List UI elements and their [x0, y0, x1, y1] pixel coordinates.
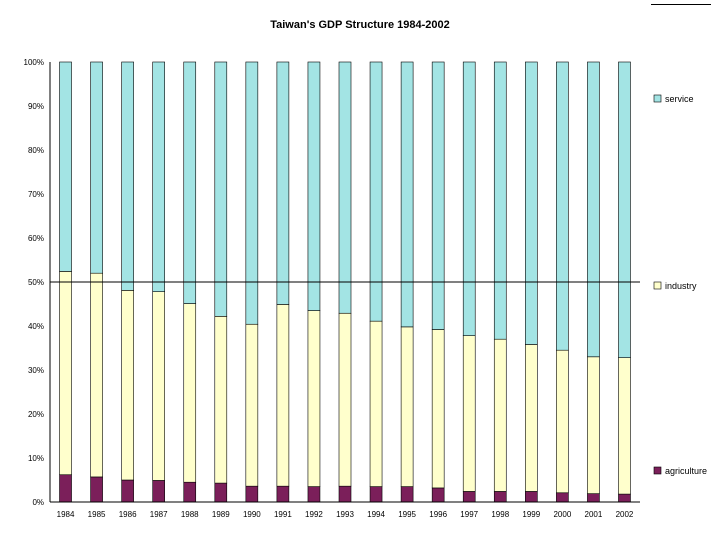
bar-industry-1984	[59, 271, 72, 476]
x-tick-label: 1993	[336, 510, 354, 519]
x-tick-label: 1998	[491, 510, 509, 519]
bar-agriculture-1994	[369, 486, 383, 503]
y-tick-label: 70%	[28, 190, 44, 199]
bar-agriculture-1993	[338, 485, 352, 503]
legend-label-agriculture: agriculture	[665, 466, 707, 476]
bar-industry-2001	[587, 356, 600, 494]
x-tick-label: 1996	[429, 510, 447, 519]
x-tick-label: 1986	[119, 510, 137, 519]
bar-service-1988	[183, 61, 197, 304]
bar-industry-1999	[525, 344, 538, 492]
legend-swatch-service	[653, 94, 662, 103]
bar-industry-2002	[618, 357, 631, 495]
bar-industry-1985	[90, 272, 103, 478]
bar-agriculture-1985	[90, 476, 103, 503]
legend: agriculture industry service	[653, 94, 707, 476]
bar-industry-1994	[369, 320, 383, 487]
bar-industry-1995	[400, 326, 414, 487]
bar-agriculture-2000	[556, 492, 569, 503]
bar-industry-1989	[214, 316, 228, 484]
bar-agriculture-1987	[152, 480, 165, 503]
chart-title: Taiwan's GDP Structure 1984-2002	[270, 19, 450, 31]
bar-industry-1993	[338, 312, 352, 487]
top-rule-line	[651, 4, 711, 5]
bar-service-1997	[462, 61, 476, 336]
bar-agriculture-1999	[525, 491, 538, 503]
bar-service-2002	[618, 61, 631, 358]
bar-service-1986	[121, 61, 134, 291]
bar-service-1991	[276, 61, 290, 305]
bar-agriculture-1995	[400, 486, 414, 503]
x-tick-label: 2000	[553, 510, 571, 519]
x-tick-label: 1997	[460, 510, 478, 519]
y-tick-label: 20%	[28, 410, 44, 419]
bar-agriculture-1997	[462, 491, 476, 503]
bar-industry-1992	[307, 310, 321, 487]
bar-service-1990	[245, 61, 259, 325]
bar-industry-1996	[431, 329, 445, 489]
bar-agriculture-1984	[59, 474, 72, 503]
bar-service-1993	[338, 61, 352, 314]
bar-agriculture-1992	[307, 486, 321, 503]
bar-industry-1988	[183, 303, 197, 483]
bar-service-1987	[152, 61, 165, 292]
bar-agriculture-1996	[431, 487, 445, 503]
bar-industry-1987	[152, 291, 165, 481]
x-tick-label: 1991	[274, 510, 292, 519]
x-tick-label: 1987	[150, 510, 168, 519]
bar-agriculture-1988	[183, 481, 197, 503]
bar-service-1994	[369, 61, 383, 322]
bar-service-1992	[307, 61, 321, 311]
x-tick-label: 1994	[367, 510, 385, 519]
y-tick-label: 80%	[28, 146, 44, 155]
x-tick-label: 1995	[398, 510, 416, 519]
plot-area: 0% 10% 20% 30% 40% 50% 60% 70% 80% 90% 100% 1984 198…	[24, 58, 640, 519]
bar-service-1998	[493, 61, 507, 340]
bar-agriculture-1989	[214, 482, 228, 503]
bar-agriculture-2001	[587, 493, 600, 503]
bar-service-1989	[214, 61, 228, 317]
bar-industry-1990	[245, 323, 259, 487]
bar-agriculture-1998	[493, 491, 507, 503]
bar-agriculture-1986	[121, 479, 134, 503]
x-tick-label: 1984	[57, 510, 75, 519]
bar-agriculture-2002	[618, 493, 631, 503]
y-tick-label: 100%	[24, 58, 44, 67]
bar-industry-1991	[276, 304, 290, 487]
y-tick-label: 10%	[28, 454, 44, 463]
x-tick-label: 1988	[181, 510, 199, 519]
y-tick-label: 50%	[28, 278, 44, 287]
y-tick-label: 90%	[28, 102, 44, 111]
bar-service-1984	[59, 61, 72, 272]
x-tick-label: 1992	[305, 510, 323, 519]
bar-service-1996	[431, 61, 445, 330]
y-tick-label: 30%	[28, 366, 44, 375]
bar-industry-1997	[462, 335, 476, 492]
x-tick-label: 1990	[243, 510, 261, 519]
bar-industry-2000	[556, 349, 569, 494]
bar-service-1999	[525, 61, 538, 345]
legend-label-service: service	[665, 94, 694, 104]
x-tick-label: 1985	[88, 510, 106, 519]
legend-label-industry: industry	[665, 281, 697, 291]
x-tick-label: 1989	[212, 510, 230, 519]
bar-service-2000	[556, 61, 569, 351]
bar-industry-1986	[121, 290, 134, 481]
y-tick-label: 40%	[28, 322, 44, 331]
legend-swatch-industry	[653, 281, 662, 290]
bar-service-2001	[587, 61, 600, 358]
x-tick-label: 1999	[522, 510, 540, 519]
x-tick-label: 2002	[616, 510, 634, 519]
y-tick-label: 60%	[28, 234, 44, 243]
bar-agriculture-1991	[276, 485, 290, 503]
x-tick-label: 2001	[585, 510, 603, 519]
bar-service-1985	[90, 61, 103, 274]
bar-industry-1998	[493, 338, 507, 492]
y-tick-label: 0%	[32, 498, 44, 507]
legend-swatch-agriculture	[653, 466, 662, 475]
bar-service-1995	[400, 61, 414, 328]
bar-agriculture-1990	[245, 485, 259, 503]
